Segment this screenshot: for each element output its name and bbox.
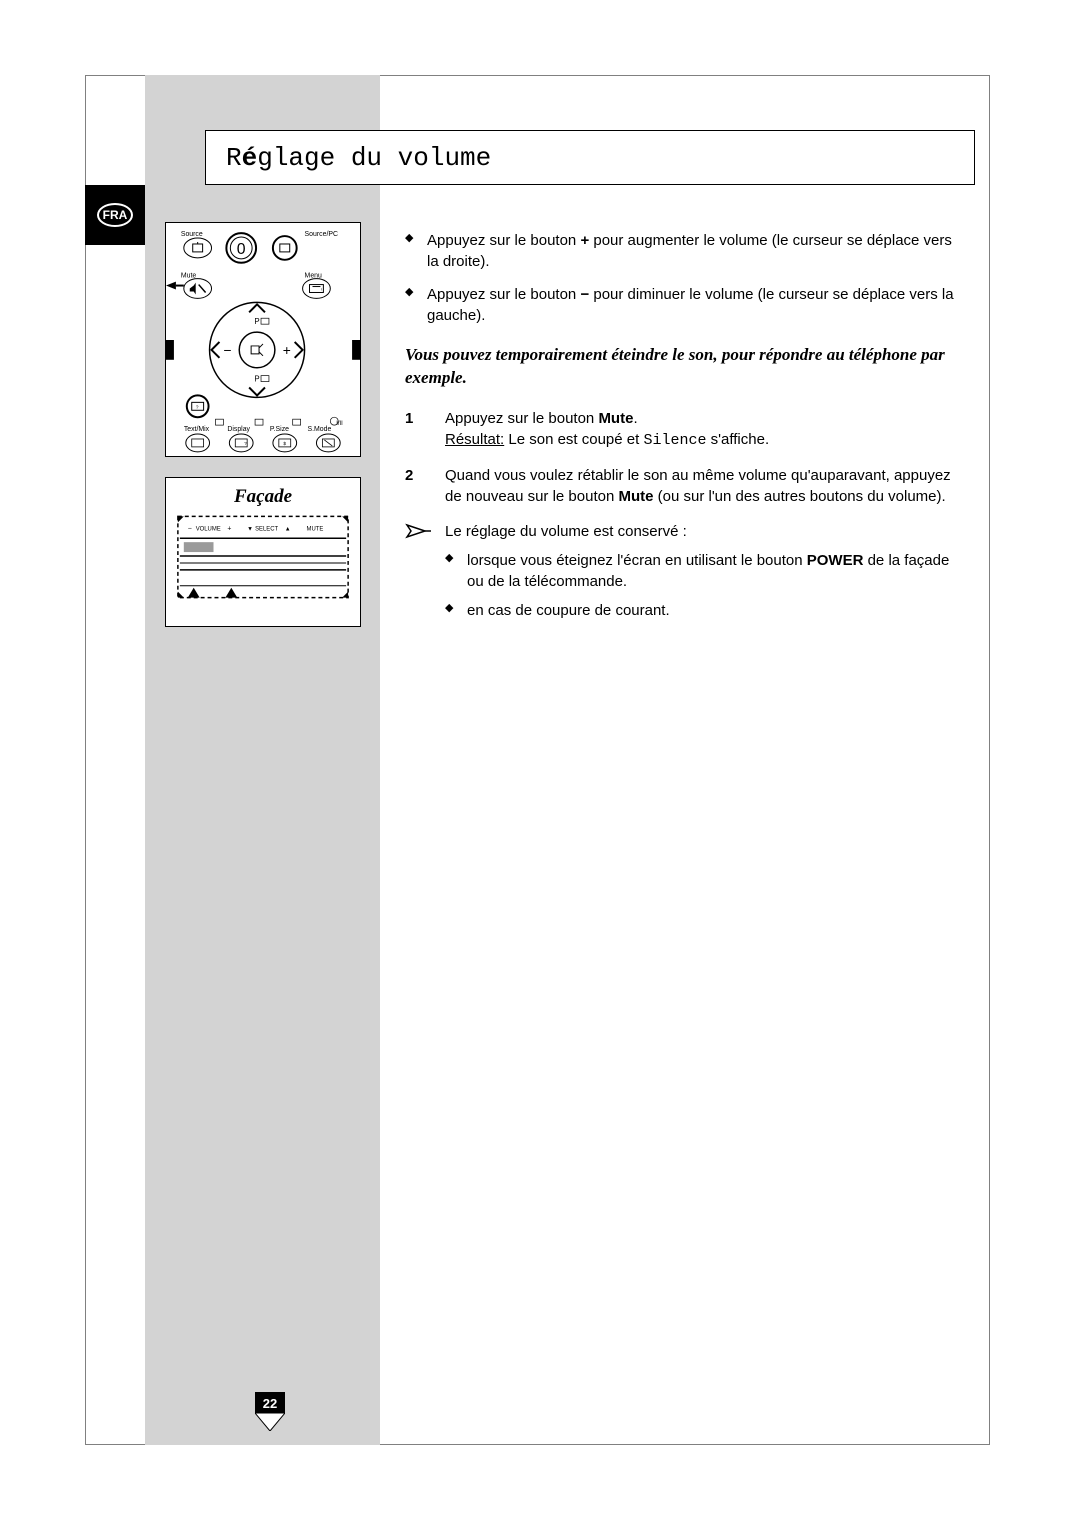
remote-diagram: Source Source/PC 0 Mute Menu i P bbox=[165, 222, 361, 457]
label-psize: P.Size bbox=[270, 426, 289, 433]
label-select: SELECT bbox=[255, 526, 278, 532]
top-bullets: Appuyez sur le bouton + pour augmenter l… bbox=[405, 230, 955, 326]
step-1: 1 Appuyez sur le bouton Mute. Résultat: … bbox=[405, 408, 955, 451]
label-display: Display bbox=[227, 426, 250, 433]
arrow-left-mute bbox=[166, 282, 176, 290]
step-1-body: Appuyez sur le bouton Mute. Résultat: Le… bbox=[445, 408, 955, 451]
label-volplus: + bbox=[227, 525, 231, 532]
label-sourcepc: Source/PC bbox=[305, 231, 338, 238]
label-source: Source bbox=[181, 231, 203, 238]
svg-text:$: $ bbox=[283, 441, 286, 447]
page-arrow-icon bbox=[255, 1413, 285, 1431]
label-selup: ▲ bbox=[285, 526, 291, 532]
note-lead: Le réglage du volume est conservé : bbox=[445, 521, 955, 542]
marker-right bbox=[352, 340, 360, 360]
facade-title: Façade bbox=[166, 486, 360, 508]
label-facade-mute: MUTE bbox=[307, 526, 324, 532]
title-post: glage du volume bbox=[257, 143, 491, 173]
content-area: Appuyez sur le bouton + pour augmenter l… bbox=[405, 230, 955, 629]
label-smode: S.Mode bbox=[308, 426, 332, 433]
page-title: Réglage du volume bbox=[205, 130, 975, 185]
facade-arrow-left bbox=[188, 588, 200, 598]
svg-text:−: − bbox=[223, 342, 231, 358]
language-label: FRA bbox=[97, 203, 133, 227]
svg-text:0: 0 bbox=[237, 241, 246, 258]
bullet-vol-plus: Appuyez sur le bouton + pour augmenter l… bbox=[405, 230, 955, 272]
svg-text:?: ? bbox=[244, 441, 247, 447]
intro-italic: Vous pouvez temporairement éteindre le s… bbox=[405, 344, 955, 390]
note-sub-1: lorsque vous éteignez l'écran en utilisa… bbox=[445, 550, 955, 592]
note-sub-list: lorsque vous éteignez l'écran en utilisa… bbox=[445, 550, 955, 621]
dpad-center bbox=[239, 332, 275, 368]
note-sub-2: en cas de coupure de courant. bbox=[445, 600, 955, 621]
svg-text:?: ? bbox=[196, 404, 199, 410]
title-pre: R bbox=[226, 143, 242, 173]
note-arrow-icon bbox=[405, 521, 445, 629]
svg-text:P: P bbox=[254, 317, 259, 326]
label-volume: VOLUME bbox=[196, 526, 221, 532]
btn-textmix bbox=[186, 434, 210, 452]
language-tab: FRA bbox=[85, 185, 145, 245]
result-label: Résultat: bbox=[445, 431, 504, 448]
marker-left bbox=[166, 340, 174, 360]
label-seldown: ▼ bbox=[247, 526, 253, 532]
btn-mute bbox=[184, 279, 212, 299]
svg-text:P: P bbox=[254, 375, 259, 384]
page-number: 22 bbox=[255, 1392, 285, 1414]
label-volminus: − bbox=[188, 525, 192, 532]
note-block: Le réglage du volume est conservé : lors… bbox=[405, 521, 955, 629]
step-1-number: 1 bbox=[405, 408, 445, 451]
facade-arrow-right bbox=[225, 588, 237, 598]
svg-text:i: i bbox=[321, 287, 322, 292]
step-2-number: 2 bbox=[405, 465, 445, 507]
btn-display bbox=[229, 434, 253, 452]
step-2: 2 Quand vous voulez rétablir le son au m… bbox=[405, 465, 955, 507]
title-bold: é bbox=[242, 143, 258, 173]
svg-text:+: + bbox=[283, 342, 291, 358]
btn-power bbox=[273, 236, 297, 260]
bullet-vol-minus: Appuyez sur le bouton − pour diminuer le… bbox=[405, 284, 955, 326]
label-textmix: Text/Mix bbox=[184, 426, 210, 433]
step-2-body: Quand vous voulez rétablir le son au mêm… bbox=[445, 465, 955, 507]
btn-menu bbox=[303, 279, 331, 299]
facade-button-highlight bbox=[184, 542, 214, 552]
btn-source bbox=[184, 238, 212, 258]
facade-diagram: Façade − VOLUME + ▼ SELECT ▲ MUTE bbox=[165, 477, 361, 627]
note-body: Le réglage du volume est conservé : lors… bbox=[445, 521, 955, 629]
